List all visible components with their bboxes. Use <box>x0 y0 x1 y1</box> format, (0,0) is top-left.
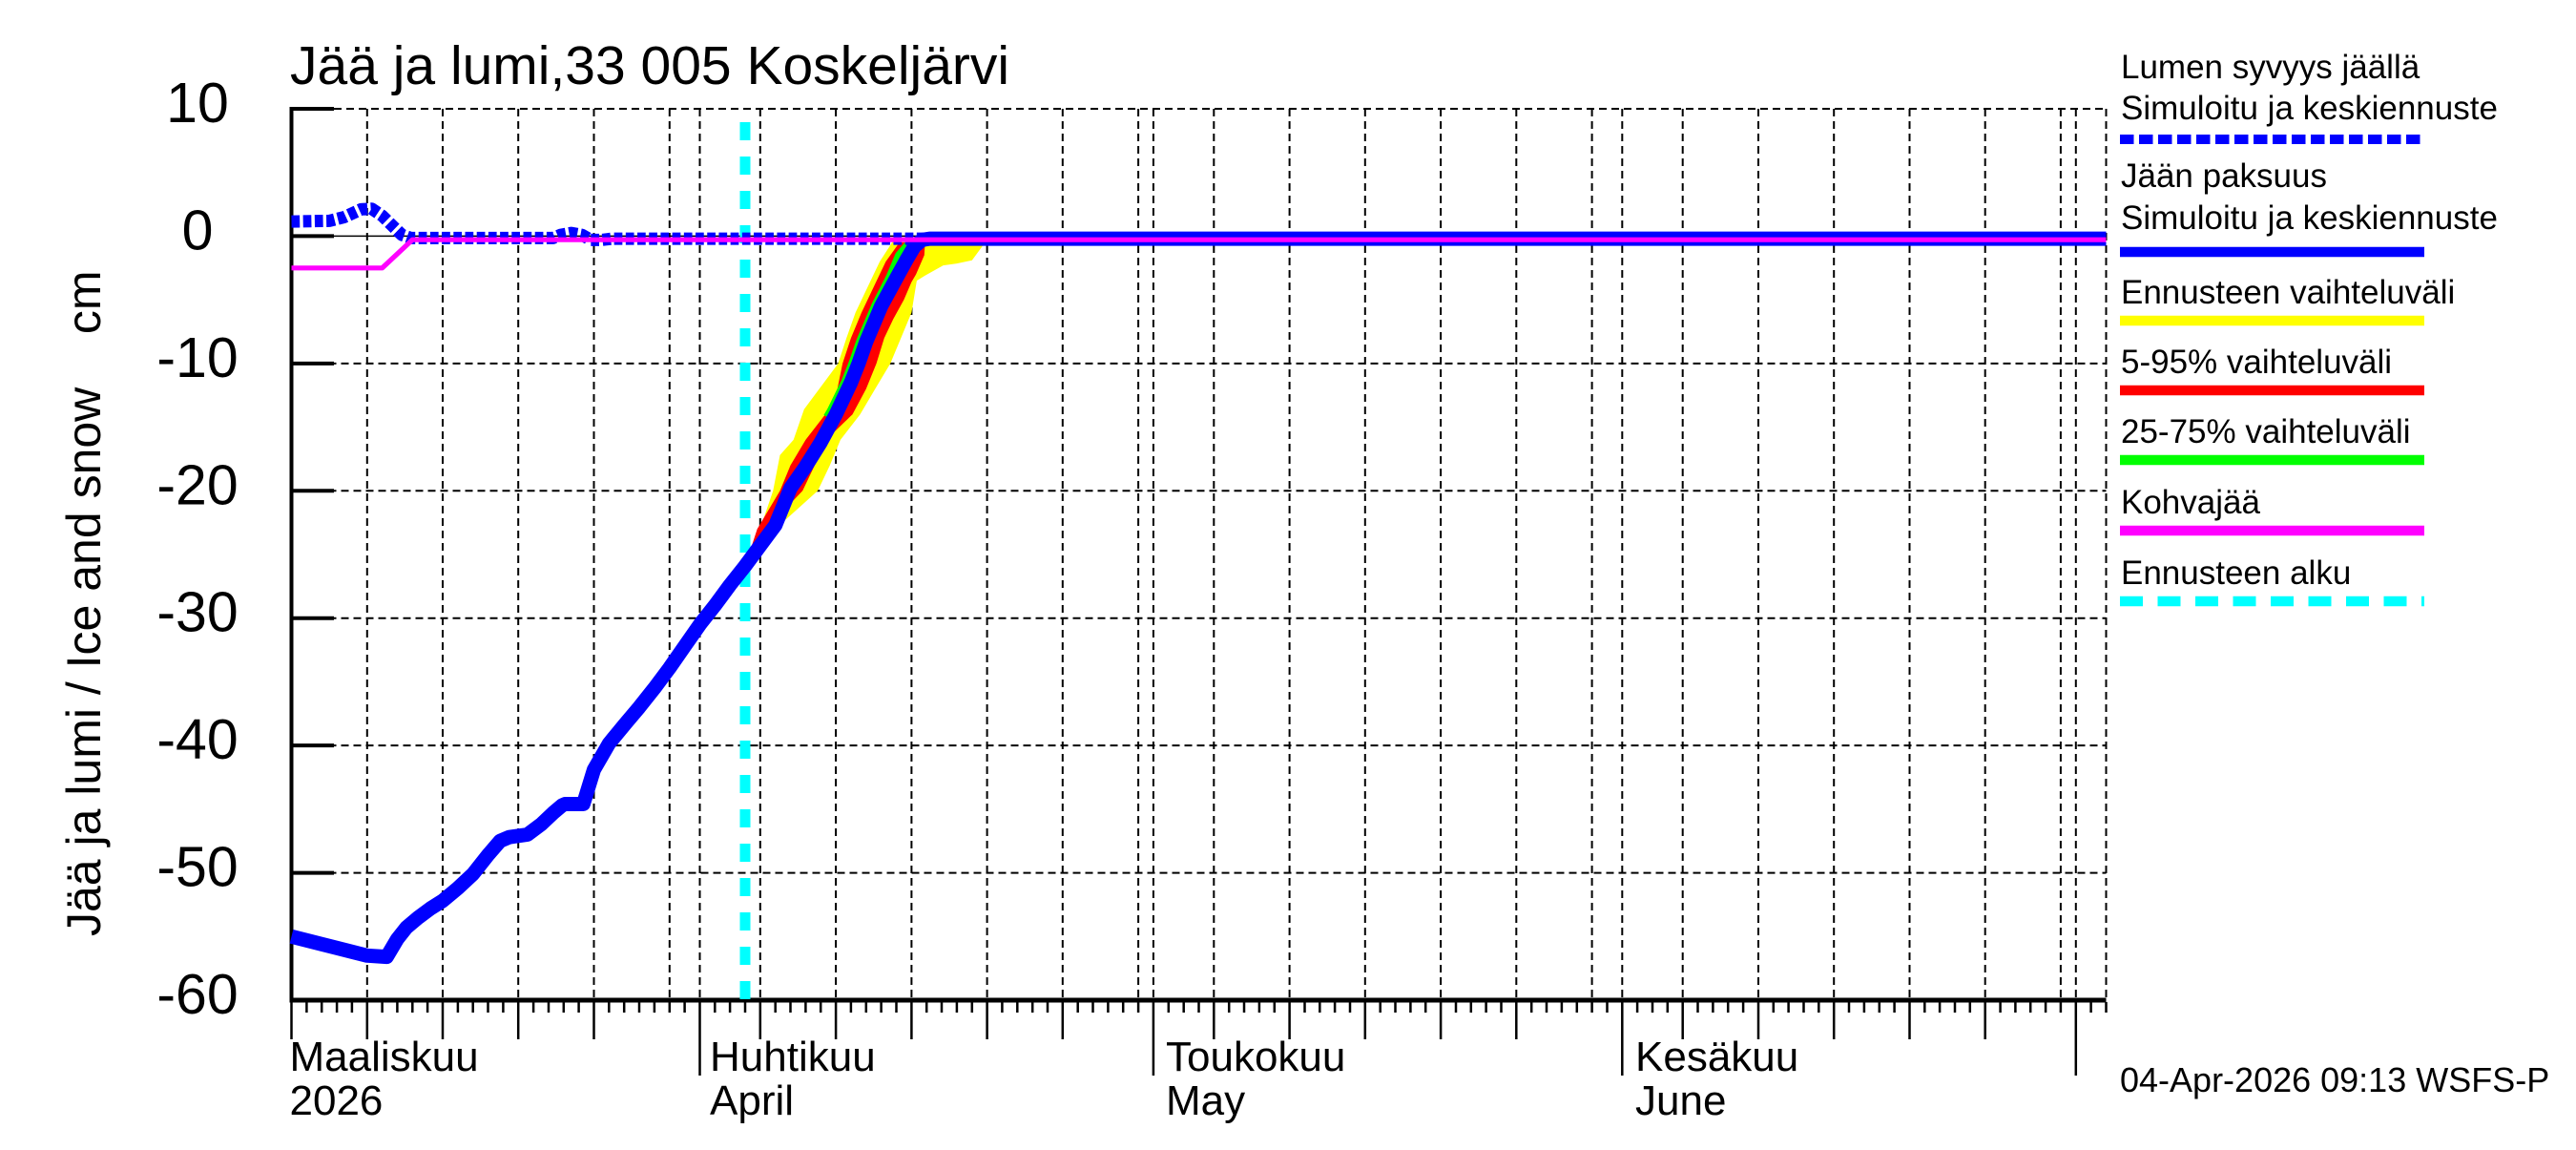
svg-text:Maaliskuu: Maaliskuu <box>290 1034 479 1080</box>
svg-text:-10: -10 <box>156 326 238 389</box>
svg-text:Huhtikuu: Huhtikuu <box>710 1034 876 1080</box>
svg-text:Jään paksuus: Jään paksuus <box>2121 157 2327 195</box>
svg-text:Lumen syvyys jäällä: Lumen syvyys jäällä <box>2121 49 2420 86</box>
svg-text:2026: 2026 <box>290 1077 384 1124</box>
svg-text:04-Apr-2026 09:13 WSFS-P: 04-Apr-2026 09:13 WSFS-P <box>2120 1060 2549 1099</box>
svg-text:Jää ja lumi / Ice and snow: Jää ja lumi / Ice and snow cm <box>57 270 111 936</box>
svg-text:Simuloitu ja keskiennuste: Simuloitu ja keskiennuste <box>2121 199 2498 237</box>
svg-text:10: 10 <box>166 72 229 135</box>
svg-text:Simuloitu ja keskiennuste: Simuloitu ja keskiennuste <box>2121 90 2498 127</box>
svg-text:-30: -30 <box>156 581 238 644</box>
svg-text:May: May <box>1166 1077 1245 1124</box>
svg-text:-60: -60 <box>156 963 238 1026</box>
svg-text:June: June <box>1635 1077 1726 1124</box>
svg-text:5-95% vaihteluväli: 5-95% vaihteluväli <box>2121 344 2392 381</box>
svg-text:April: April <box>710 1077 794 1124</box>
svg-text:Ennusteen alku: Ennusteen alku <box>2121 554 2351 592</box>
svg-text:0: 0 <box>182 199 214 261</box>
svg-text:Kohvajää: Kohvajää <box>2121 484 2260 521</box>
svg-text:25-75% vaihteluväli: 25-75% vaihteluväli <box>2121 413 2411 450</box>
svg-text:Jää ja lumi,33 005 Koskeljärvi: Jää ja lumi,33 005 Koskeljärvi <box>290 35 1009 96</box>
svg-text:Ennusteen vaihteluväli: Ennusteen vaihteluväli <box>2121 274 2455 311</box>
svg-text:-40: -40 <box>156 708 238 771</box>
svg-text:Toukokuu: Toukokuu <box>1166 1034 1345 1080</box>
svg-text:-50: -50 <box>156 836 238 899</box>
svg-text:Kesäkuu: Kesäkuu <box>1635 1034 1798 1080</box>
svg-text:-20: -20 <box>156 453 238 516</box>
